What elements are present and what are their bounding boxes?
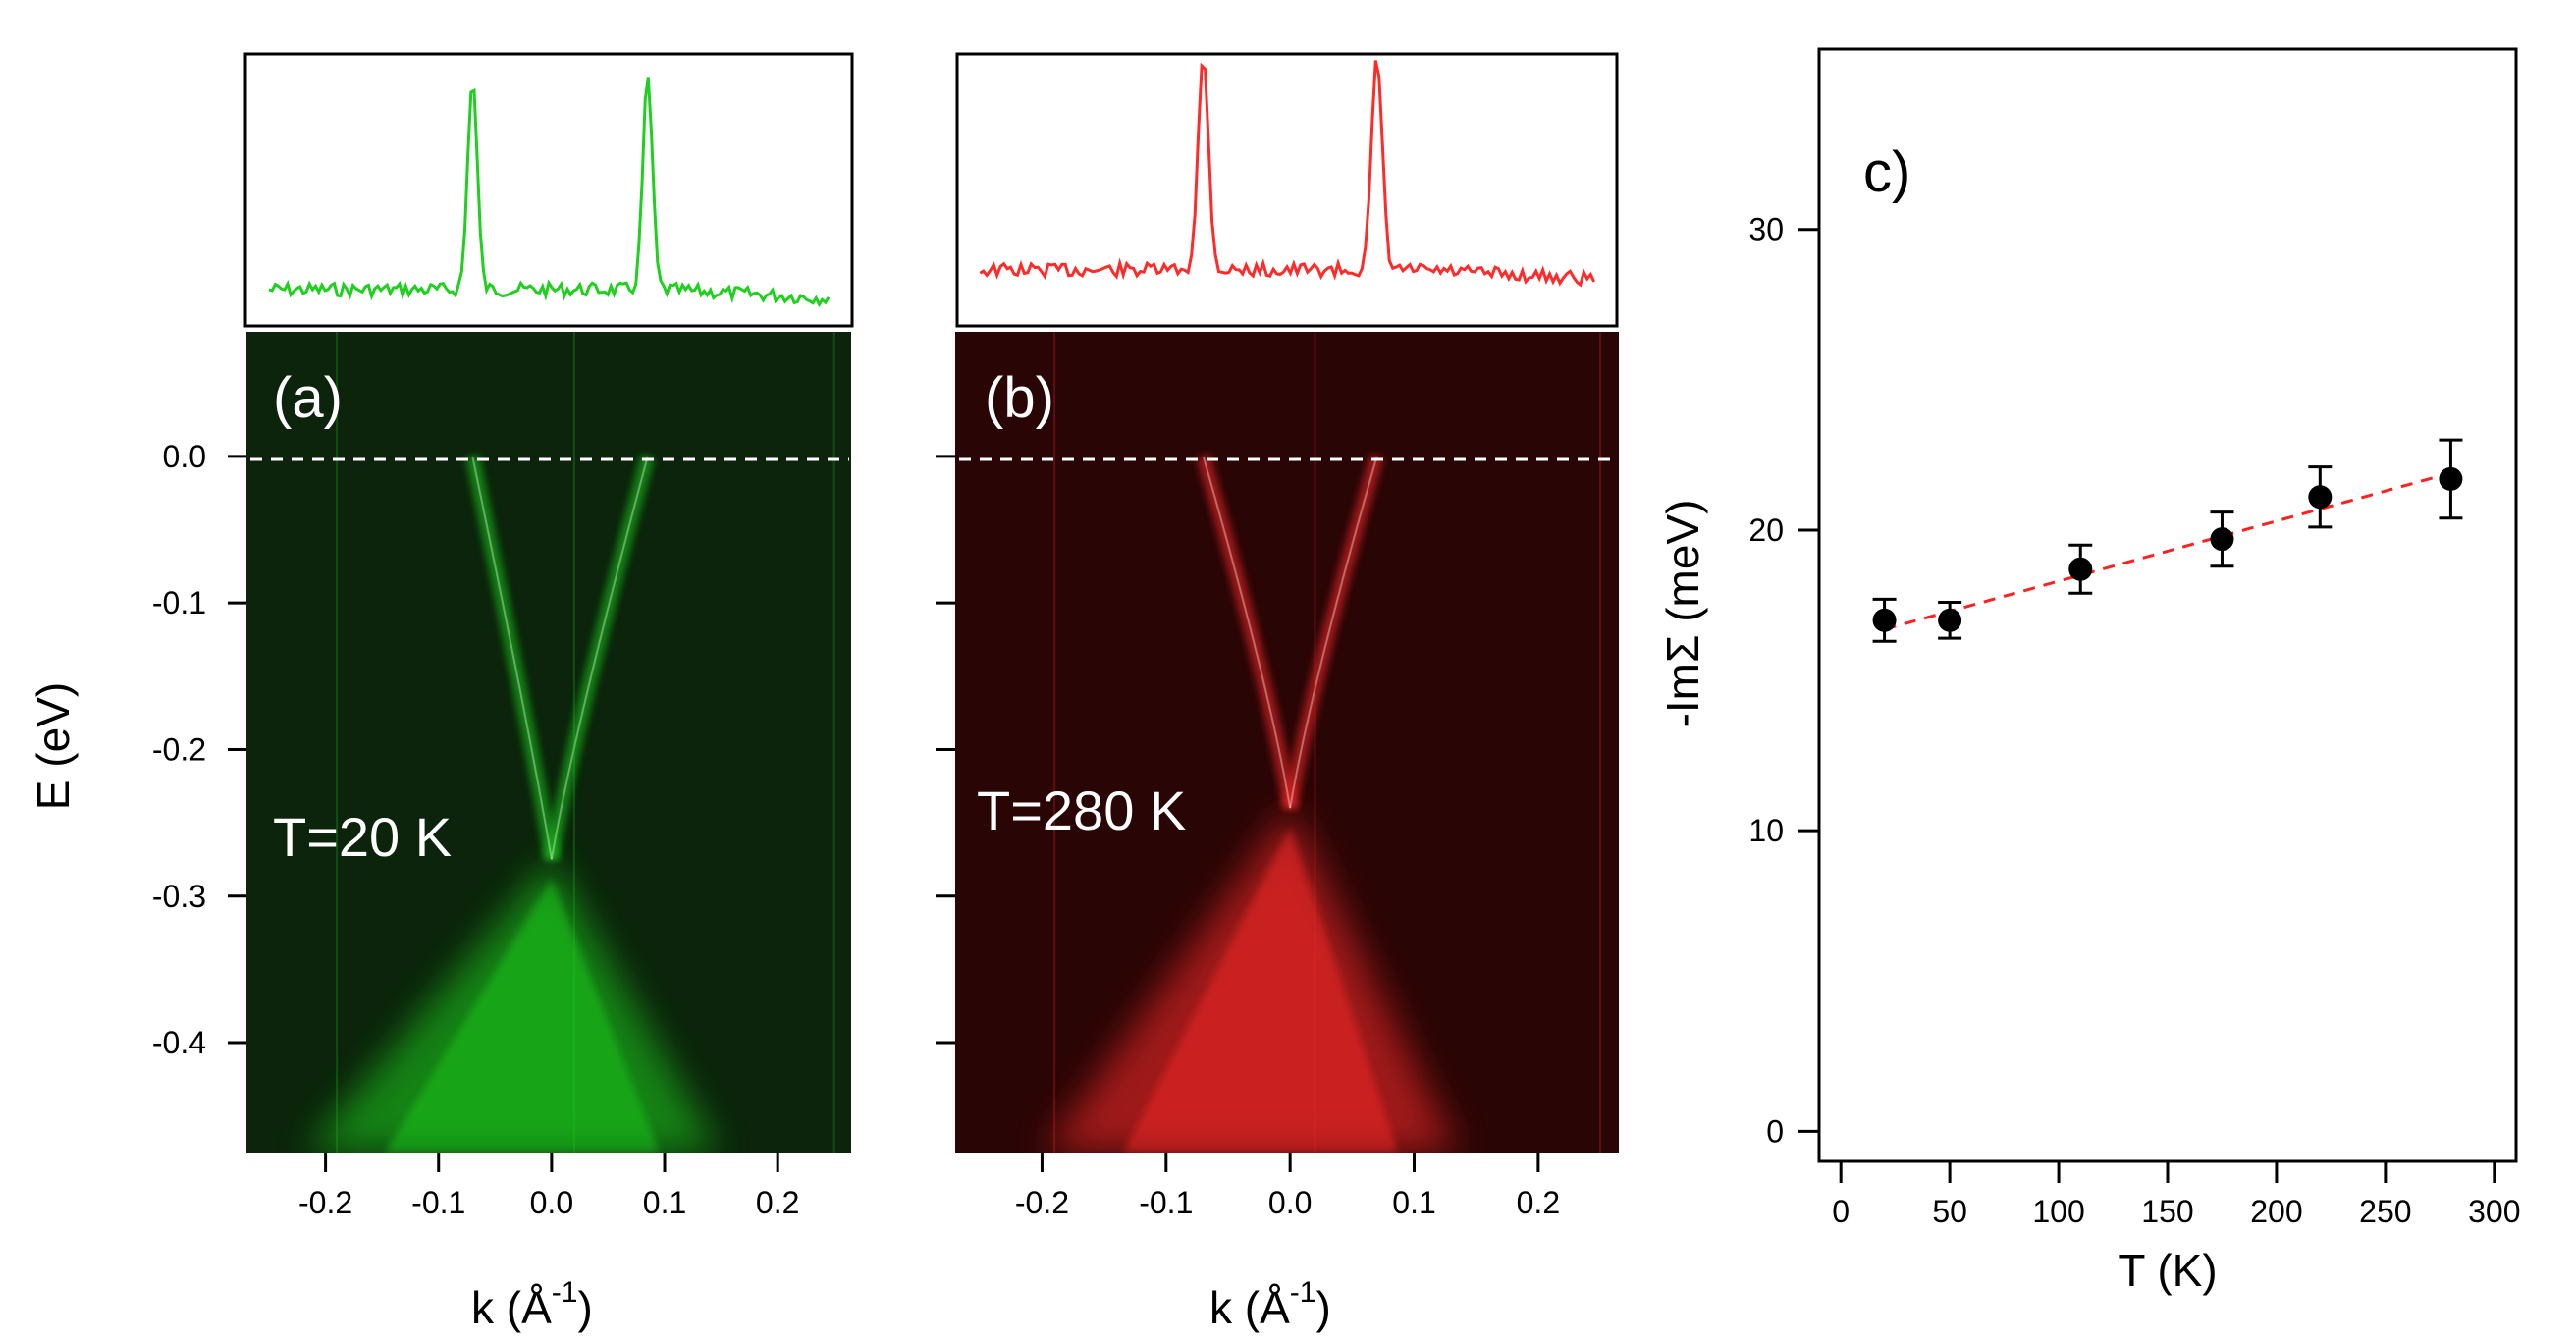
mdc-panel-a xyxy=(243,52,854,328)
band-right xyxy=(1289,456,1378,809)
data-point xyxy=(2439,438,2463,520)
y-tick-label-a: -0.2 xyxy=(152,731,206,767)
arpes-image-b: (b) T=280 K xyxy=(955,332,1619,1153)
x-tick-label-b: 0.2 xyxy=(1517,1185,1560,1220)
data-point xyxy=(1938,600,1962,640)
lower-dirac-cone-core xyxy=(1123,828,1399,1153)
temperature-label-b: T=280 K xyxy=(977,779,1186,841)
data-point xyxy=(1872,597,1897,643)
x-tick-label-c: 250 xyxy=(2359,1194,2411,1229)
x-tick-label-a: -0.2 xyxy=(298,1185,352,1220)
panel-label-c: c) xyxy=(1863,140,1910,204)
y-tick-label-c: 0 xyxy=(1766,1113,1784,1149)
x-tick-label-c: 150 xyxy=(2141,1194,2193,1229)
data-points-c xyxy=(1872,438,2463,643)
y-tick-label-a: 0.0 xyxy=(163,439,206,474)
lower-dirac-cone-core xyxy=(384,879,660,1153)
linear-fit-line xyxy=(1884,471,2451,631)
data-marker xyxy=(2308,485,2333,510)
band-left-glow xyxy=(1196,454,1298,810)
x-tick-label-c: 50 xyxy=(1932,1194,1967,1229)
mdc-panel-b xyxy=(955,52,1619,328)
x-tick-label-b: 0.0 xyxy=(1268,1185,1312,1220)
x-tick-label-c: 200 xyxy=(2250,1194,2302,1229)
x-tick-label-c: 0 xyxy=(1832,1194,1850,1229)
data-point xyxy=(2308,465,2333,529)
y-tick-label-c: 20 xyxy=(1748,512,1784,548)
data-point xyxy=(2210,510,2234,568)
axes-c: 0 50 100 150 200 250 300 0 10 20 30 xyxy=(1748,212,2520,1229)
data-point xyxy=(2068,543,2093,595)
x-axis-title-a: k (Å-1) xyxy=(471,1276,593,1333)
x-tick-label-a: -0.1 xyxy=(411,1185,465,1220)
band-left-glow xyxy=(465,455,559,861)
x-axis-title-temperature: T (K) xyxy=(2118,1245,2217,1296)
x-tick-label-b: 0.1 xyxy=(1392,1185,1435,1220)
y-tick-label-c: 30 xyxy=(1748,212,1784,247)
data-marker xyxy=(2068,557,2093,581)
x-axis-title-b: k (Å-1) xyxy=(1209,1276,1331,1333)
axes-ab: 0.0 -0.1 -0.2 -0.3 -0.4 -0.2 -0.1 0.0 0.1 0.2 -0.2… xyxy=(152,439,1560,1220)
y-tick-label-c: 10 xyxy=(1748,813,1784,848)
band-left xyxy=(1202,456,1292,809)
y-tick-label-a: -0.3 xyxy=(152,879,206,914)
x-tick-label-b: -0.2 xyxy=(1015,1185,1069,1220)
y-tick-label-a: -0.4 xyxy=(152,1025,206,1060)
mdc-curve-b xyxy=(979,60,1596,288)
y-axis-title-imsigma: -ImΣ (meV) xyxy=(1657,500,1708,728)
mdc-frame-b xyxy=(955,52,1619,328)
arpes-image-a: (a) T=20 K xyxy=(246,332,851,1153)
data-marker xyxy=(1872,608,1897,632)
x-tick-label-a: 0.1 xyxy=(643,1185,686,1220)
data-marker xyxy=(2439,466,2463,491)
band-left xyxy=(471,456,553,860)
band-right-glow xyxy=(544,455,655,861)
x-tick-label-c: 100 xyxy=(2032,1194,2084,1229)
data-marker xyxy=(2210,527,2234,552)
temperature-label-a: T=20 K xyxy=(273,806,452,868)
plot-frame-c xyxy=(1817,47,2518,1163)
panel-label-b: (b) xyxy=(985,366,1054,430)
x-tick-label-a: 0.0 xyxy=(530,1185,573,1220)
band-right-glow xyxy=(1283,454,1384,810)
panel-label-a: (a) xyxy=(273,366,343,430)
data-marker xyxy=(1938,608,1962,632)
x-tick-label-c: 300 xyxy=(2468,1194,2520,1229)
mdc-curve-a xyxy=(268,77,831,308)
x-tick-label-b: -0.1 xyxy=(1139,1185,1193,1220)
y-axis-title-energy: E (eV) xyxy=(27,682,79,810)
y-tick-label-a: -0.1 xyxy=(152,585,206,620)
band-right xyxy=(550,456,649,860)
x-tick-label-a: 0.2 xyxy=(756,1185,799,1220)
